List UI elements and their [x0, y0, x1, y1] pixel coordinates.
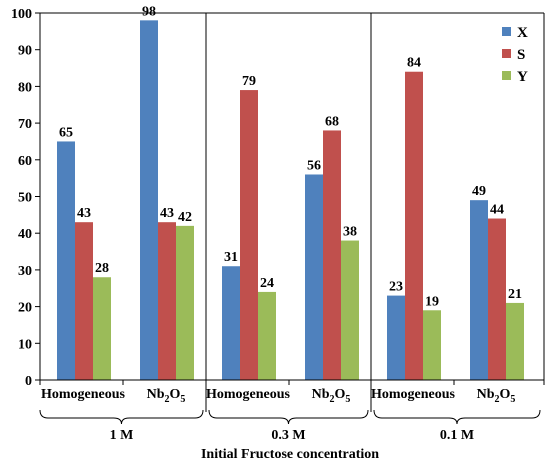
group-brace	[208, 409, 369, 425]
category-label: Homogeneous	[41, 387, 126, 402]
bar-s	[488, 218, 506, 380]
category-label: Nb2O5	[147, 387, 186, 405]
bar-x	[305, 174, 323, 380]
bar-x	[470, 200, 488, 380]
x-axis-groups: 1 M 0.3 M 0.1 M	[39, 409, 541, 443]
bar-value-label: 56	[307, 158, 321, 173]
bar-s	[240, 90, 258, 380]
bar-value-label: 24	[260, 276, 274, 291]
bar-x	[57, 141, 75, 380]
y-tick-label: 100	[11, 7, 32, 22]
bar-value-label: 42	[178, 210, 192, 225]
bar-value-label: 28	[95, 261, 109, 276]
x-axis-title: Initial Fructose concentration	[201, 447, 379, 462]
group-label: 0.3 M	[271, 428, 305, 443]
bar-x	[140, 20, 158, 381]
bar-s	[75, 222, 93, 380]
group-label: 0.1 M	[440, 428, 474, 443]
y-tick-label: 50	[18, 191, 32, 206]
bar-value-label: 98	[142, 4, 156, 19]
category-label: Homogeneous	[371, 387, 456, 402]
y-tick-label: 20	[18, 301, 32, 316]
bar-value-label: 43	[160, 206, 174, 221]
bar-value-label: 65	[59, 125, 73, 140]
bar-value-label: 31	[224, 250, 238, 265]
bar-value-label: 38	[343, 225, 357, 240]
bar-s	[323, 130, 341, 380]
bar-value-label: 44	[490, 203, 504, 218]
bar-value-label: 23	[389, 280, 403, 295]
y-tick-label: 70	[18, 117, 32, 132]
legend-swatch-x	[502, 27, 511, 36]
y-tick-label: 60	[18, 154, 32, 169]
bars: 65 43 28 98 43 42 31 79 24 56 68 38 23 84 19 49 44 21	[57, 4, 524, 381]
bar-value-label: 49	[472, 184, 486, 199]
legend-swatch-s	[502, 49, 511, 58]
bar-y	[341, 240, 359, 380]
bar-s	[405, 71, 423, 380]
category-label: Nb2O5	[477, 387, 516, 405]
bar-value-label: 19	[425, 294, 439, 309]
bar-x	[222, 266, 240, 380]
bar-x	[387, 295, 405, 380]
group-brace	[39, 409, 204, 425]
y-tick-label: 30	[18, 264, 32, 279]
y-tick-label: 90	[18, 44, 32, 59]
y-axis-ticks: 0 10 20 30 40 50 60 70 80 90 100	[11, 7, 40, 389]
group-label: 1 M	[110, 428, 134, 443]
bar-value-label: 43	[77, 206, 91, 221]
bar-value-label: 21	[508, 287, 522, 302]
y-tick-label: 40	[18, 227, 32, 242]
bar-y	[176, 225, 194, 380]
bar-y	[506, 302, 524, 380]
bar-y	[423, 310, 441, 380]
bar-value-label: 79	[242, 74, 256, 89]
bar-y	[258, 291, 276, 380]
y-tick-label: 80	[18, 80, 32, 95]
y-tick-label: 10	[18, 337, 32, 352]
category-label: Homogeneous	[206, 387, 291, 402]
bar-value-label: 68	[325, 114, 339, 129]
legend-label-s: S	[517, 47, 525, 63]
bar-s	[158, 222, 176, 380]
bar-value-label: 84	[407, 56, 421, 71]
group-brace	[373, 409, 541, 425]
y-tick-label: 0	[25, 374, 32, 389]
x-axis-categories: Homogeneous Nb2O5 Homogeneous Nb2O5 Homogene…	[41, 387, 515, 405]
legend-label-x: X	[517, 25, 528, 41]
category-label: Nb2O5	[312, 387, 351, 405]
bar-y	[93, 277, 111, 380]
legend: XSY	[502, 25, 528, 85]
legend-swatch-y	[502, 71, 511, 80]
plot-frame	[39, 12, 545, 412]
legend-label-y: Y	[517, 69, 528, 85]
